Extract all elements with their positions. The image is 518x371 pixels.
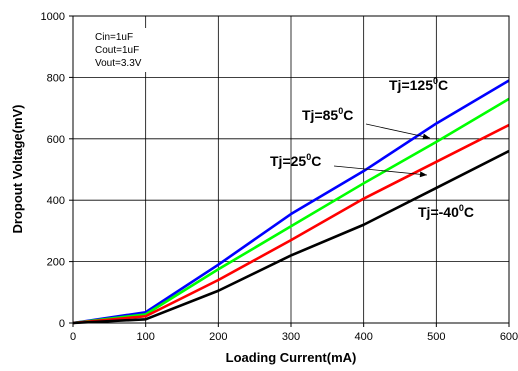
y-tick-label: 600 (47, 134, 65, 146)
x-axis-title: Loading Current(mA) (226, 350, 357, 365)
x-tick-label: 100 (136, 331, 154, 343)
condition-cin: Cin=1uF (95, 32, 133, 43)
series-label-pointer-head (422, 133, 430, 140)
y-tick-label: 0 (59, 318, 65, 330)
x-tick-label: 0 (70, 331, 76, 343)
y-tick-label: 400 (47, 195, 65, 207)
series-line-0 (72, 79, 510, 325)
condition-cout: Cout=1uF (95, 45, 139, 56)
series-label-2: Tj=250C (270, 152, 321, 169)
series-label-1: Tj=850C (302, 106, 353, 123)
series-label-pointer (333, 165, 428, 176)
x-tick-label: 600 (500, 331, 518, 343)
grid-lines (73, 16, 509, 323)
series-labels: Tj=1250C Tj=850C Tj=250C Tj=-400C (270, 76, 474, 220)
series-line-1 (72, 97, 510, 325)
y-tick-label: 1000 (41, 11, 65, 23)
x-tick-label: 300 (282, 331, 300, 343)
y-tick-label: 200 (47, 257, 65, 269)
x-tick-label: 400 (354, 331, 372, 343)
series-lines (72, 79, 510, 325)
y-axis-title: Dropout Voltage(mV) (10, 104, 25, 233)
series-label-3: Tj=-400C (418, 203, 474, 220)
series-label-0: Tj=1250C (389, 76, 448, 93)
x-tick-label: 500 (427, 331, 445, 343)
axis-ticks: 0 100 200 300 400 500 600 0 200 400 600 800 1000 (41, 11, 518, 343)
series-line-2 (72, 123, 510, 325)
condition-vout: Vout=3.3V (95, 58, 142, 69)
y-tick-label: 800 (47, 72, 65, 84)
x-tick-label: 200 (209, 331, 227, 343)
conditions-box (88, 28, 168, 72)
series-line-3 (72, 149, 510, 325)
series-label-pointer (365, 123, 431, 139)
series-label-pointer-head (419, 171, 427, 178)
